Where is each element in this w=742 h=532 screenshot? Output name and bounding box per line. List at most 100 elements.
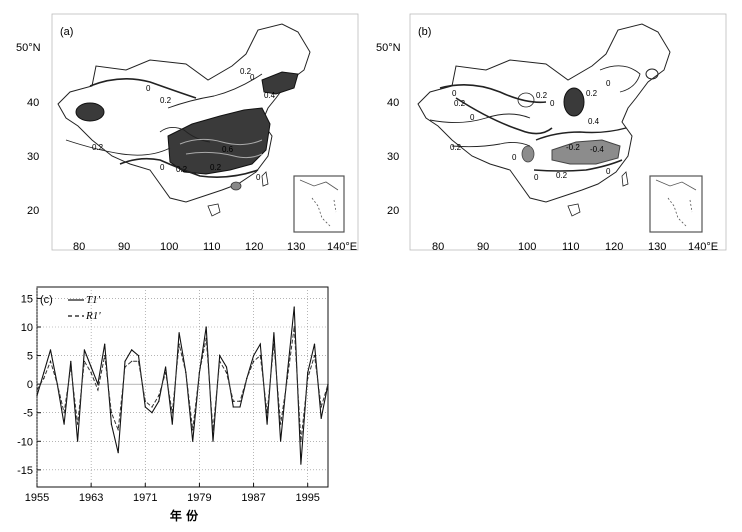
series-t-point: [70, 360, 72, 362]
series-t-point: [307, 372, 309, 374]
map-a-lon-label: 90: [118, 241, 130, 253]
map-b-contour-label: 0.2: [454, 99, 466, 108]
map-panel-a: (a) 50°N 40 30 20 80 90 100 110 120 130 …: [16, 13, 359, 253]
map-b-contour-label: 0.4: [588, 117, 600, 126]
map-a-contour-label: 0.4: [264, 91, 276, 100]
series-t-point: [131, 349, 133, 351]
map-b-contour-label: 0: [470, 113, 475, 122]
map-b-lon-label: 90: [477, 241, 489, 253]
series-line-t: [36, 306, 329, 465]
series-t-point: [253, 355, 255, 357]
map-a-contour-label: 0: [256, 173, 261, 182]
series-r-point: [124, 366, 126, 368]
series-r-point: [273, 343, 275, 345]
y-tick-label: 0: [27, 379, 33, 391]
map-b-contour-label: 0: [452, 89, 457, 98]
x-tick-label: 1963: [79, 492, 103, 504]
series-t-point: [273, 332, 275, 334]
series-r-point: [320, 406, 322, 408]
series-r-point: [266, 412, 268, 414]
series-t-point: [36, 395, 38, 397]
series-t-point: [259, 343, 261, 345]
map-b-contour-label: 0: [606, 167, 611, 176]
map-b-shade-region-yangtze: [551, 139, 621, 165]
series-r-point: [307, 377, 309, 379]
map-b-contour-line: [517, 92, 535, 108]
map-b-contour-line: [645, 68, 659, 80]
series-r-point: [185, 372, 187, 374]
map-b-contour-label: 0: [606, 79, 611, 88]
map-a-contour-label: 0.2: [92, 143, 104, 152]
series-t-point: [239, 406, 241, 408]
series-t-point: [320, 417, 322, 419]
map-a-contour-line: [185, 151, 263, 159]
map-b-island-taiwan: [621, 171, 629, 187]
map-a-contour-label: 0.2: [240, 67, 252, 76]
map-b-lon-label: 80: [432, 241, 444, 253]
map-b-contour-label: 0.2: [450, 143, 462, 152]
map-a-island-taiwan: [261, 171, 269, 187]
map-a-lon-label: 120: [245, 241, 263, 253]
chart-panel-label: (c): [40, 294, 53, 306]
series-t-point: [97, 383, 99, 385]
series-t-point: [49, 349, 52, 351]
series-r-point: [97, 389, 99, 391]
series-t-point: [104, 343, 106, 345]
map-a-lon-label: 140°E: [327, 241, 357, 253]
series-t-point: [232, 406, 234, 408]
series-r-point: [63, 412, 65, 414]
legend-label-r: R1': [85, 310, 101, 322]
map-b-contour-line: [599, 65, 641, 93]
map-a-lat-label: 30: [27, 151, 39, 163]
series-r-point: [171, 412, 173, 414]
series-t-point: [117, 452, 119, 454]
series-t-point: [137, 355, 140, 357]
map-b-contour-label: -0.4: [590, 145, 604, 154]
series-r-point: [293, 326, 295, 328]
series-r-point: [137, 360, 140, 362]
series-r-point: [83, 360, 85, 362]
series-r-point: [205, 337, 207, 339]
series-r-point: [327, 383, 329, 385]
map-a-south-china-sea-inset: [293, 175, 345, 233]
map-a-inset-coast: [299, 179, 339, 191]
map-a-contour-label: 0.2: [176, 165, 188, 174]
map-a-panel-label: (a): [60, 26, 73, 38]
series-r-point: [198, 372, 200, 374]
series-t-point: [171, 423, 173, 425]
map-a-contour-line: [159, 127, 211, 143]
map-b-contour-label: 0: [550, 99, 555, 108]
map-b-lon-label: 130: [648, 241, 666, 253]
y-tick-label: -15: [17, 465, 33, 477]
series-t-point: [151, 412, 153, 414]
series-t-point: [158, 400, 160, 402]
series-t-point: [212, 440, 214, 442]
series-t-point: [192, 440, 194, 442]
series-r-point: [36, 389, 38, 391]
map-a-lat-label: 50°N: [16, 42, 41, 54]
series-r-point: [104, 355, 106, 357]
map-b-lon-label: 120: [605, 241, 623, 253]
map-b-inset-boundary: [667, 197, 693, 227]
map-b-contour-label: 0.2: [556, 171, 568, 180]
series-r-point: [117, 429, 119, 431]
series-t-point: [165, 366, 167, 368]
series-r-point: [259, 355, 261, 357]
series-t-point: [293, 306, 295, 308]
series-r-point: [280, 423, 282, 425]
map-a-lon-label: 100: [160, 241, 178, 253]
map-b-contour-label: 0.2: [586, 89, 598, 98]
series-r-point: [158, 395, 160, 397]
series-r-point: [178, 343, 180, 345]
map-a-contour-label: 0.2: [160, 96, 172, 105]
series-r-point: [313, 355, 316, 357]
chart-series: [36, 306, 329, 465]
series-r-point: [110, 412, 112, 414]
series-t-point: [43, 372, 45, 374]
series-r-point: [144, 400, 146, 402]
y-tick-label: -5: [23, 408, 33, 420]
series-t-point: [110, 423, 112, 425]
map-b-lat-label: 40: [387, 97, 399, 109]
map-b-contour-line: [455, 97, 553, 135]
series-r-point: [212, 429, 214, 431]
